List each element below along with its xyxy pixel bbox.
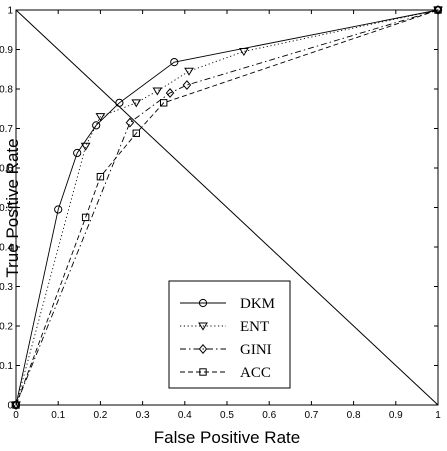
data-point-gini: [125, 117, 135, 128]
data-point-ent: [184, 67, 194, 76]
data-point-ent: [80, 142, 91, 151]
series-acc: [12, 6, 442, 409]
legend: DKM ENT GINI ACC: [168, 280, 291, 389]
data-point-ent: [238, 47, 249, 57]
reference-diagonal-layer: [15, 9, 439, 406]
data-point-dkm: [92, 121, 101, 130]
x-tick-label: 0.7: [304, 410, 318, 421]
data-point-acc: [132, 129, 140, 137]
x-tick-label: 0: [13, 410, 19, 421]
legend-item-acc: ACC: [180, 365, 271, 381]
data-point-acc: [160, 99, 168, 107]
data-point-dkm: [54, 205, 63, 214]
series-line-acc: [15, 9, 439, 406]
series-line-ent: [15, 9, 439, 406]
legend-marker-ent: [198, 322, 208, 331]
y-tick-label: 0.2: [0, 322, 13, 333]
legend-item-dkm: DKM: [180, 296, 275, 312]
legend-marker-dkm: [198, 298, 208, 308]
legend-label-gini: GINI: [240, 342, 272, 358]
y-tick-label: 0.9: [0, 45, 13, 56]
data-point-acc: [81, 213, 90, 222]
data-point-gini: [165, 87, 175, 98]
data-point-gini: [11, 400, 21, 410]
data-point-gini: [182, 80, 192, 91]
tick-layer: 0 0.1 0.2 0.3 0.4 0.5 0.6 0.7 0.8 0.9 1 0 0.1 0.2 0.3 0…: [0, 6, 441, 422]
legend-label-ent: ENT: [240, 319, 269, 335]
data-point-gini: [433, 5, 443, 15]
x-tick-label: 0.8: [347, 410, 361, 421]
legend-marker-acc: [199, 368, 207, 376]
series-gini: [11, 5, 443, 410]
legend-marker-gini: [198, 344, 208, 354]
x-tick-label: 0.1: [51, 410, 65, 421]
legend-items: DKM ENT GINI ACC: [180, 296, 275, 381]
y-tick-label: 0.4: [0, 243, 13, 254]
x-tick-label: 0.4: [178, 410, 192, 421]
y-tick-label: 0.1: [0, 361, 13, 372]
y-tick-label: 0.7: [0, 124, 13, 135]
legend-label-dkm: DKM: [240, 296, 275, 312]
data-point-ent: [152, 87, 163, 96]
y-tick-label: 0: [7, 401, 13, 412]
x-tick-label: 1: [435, 410, 441, 421]
legend-item-gini: GINI: [180, 342, 272, 358]
y-axis-title: True Positive Rate: [3, 138, 22, 277]
data-point-acc: [96, 172, 105, 181]
legend-label-acc: ACC: [240, 365, 271, 381]
data-point-dkm: [73, 148, 82, 158]
y-tick-label: 1: [7, 6, 13, 17]
x-tick-label: 0.5: [220, 410, 234, 421]
x-axis-title: False Positive Rate: [154, 428, 300, 447]
x-tick-label: 0.3: [136, 410, 150, 421]
series-line-dkm: [15, 9, 439, 406]
legend-item-ent: ENT: [180, 319, 269, 335]
data-point-dkm: [170, 58, 179, 67]
reference-diagonal-line: [15, 9, 439, 406]
x-tick-label: 0.9: [389, 410, 403, 421]
legend-box: [168, 280, 291, 389]
y-tick-label: 0.3: [0, 282, 13, 293]
y-tick-label: 0.5: [0, 203, 13, 214]
data-point-ent: [95, 113, 106, 122]
data-point-dkm: [115, 98, 124, 107]
data-point-ent: [131, 99, 142, 108]
x-tick-label: 0.2: [93, 410, 107, 421]
series-line-gini: [15, 9, 439, 406]
y-tick-label: 0.8: [0, 85, 13, 96]
x-tick-label: 0.6: [262, 410, 276, 421]
y-tick-label: 0.6: [0, 164, 13, 175]
